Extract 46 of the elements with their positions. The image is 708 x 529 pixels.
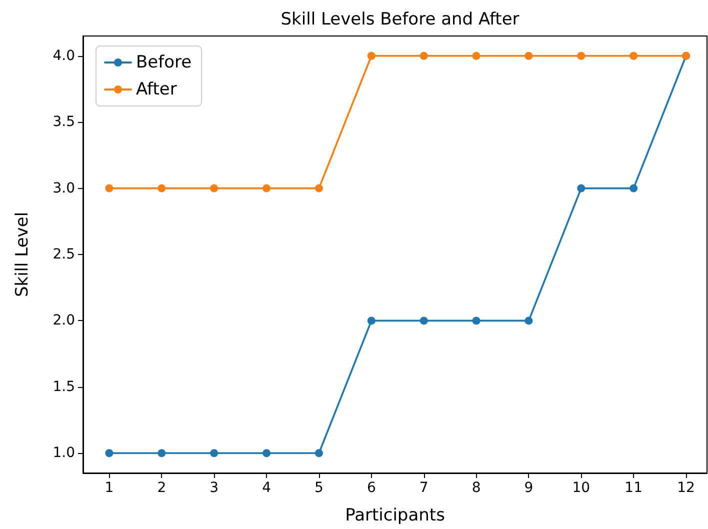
point (524, 316, 533, 325)
legend-label: After (136, 80, 177, 100)
point (105, 184, 114, 192)
y-tick-label: 3.0 (52, 180, 75, 196)
x-tick-label: 5 (314, 480, 324, 496)
x-tick-label: 2 (157, 480, 166, 496)
point (577, 184, 586, 192)
point (210, 449, 218, 458)
x-tick-label: 11 (624, 480, 642, 496)
point (262, 184, 271, 192)
point (210, 184, 218, 192)
y-tick-label: 3.5 (52, 114, 75, 130)
point (524, 52, 533, 60)
y-axis-title: Skill Level (12, 212, 32, 298)
point (472, 52, 480, 60)
point (420, 52, 428, 60)
point (105, 449, 114, 458)
x-tick-label: 8 (472, 480, 481, 496)
point (367, 316, 376, 325)
x-tick-label: 12 (677, 480, 695, 496)
x-tick-label: 9 (524, 480, 534, 496)
chart-title: Skill Levels Before and After (280, 10, 520, 30)
y-tick-label: 1.0 (52, 445, 75, 462)
point (158, 449, 166, 458)
x-tick-label: 7 (419, 480, 428, 496)
point (367, 52, 376, 60)
y-tick-label: 2.5 (52, 246, 75, 262)
x-axis-title: Participants (345, 506, 446, 526)
point (158, 184, 166, 192)
point (577, 52, 586, 60)
point (420, 316, 428, 325)
legend-label: Before (136, 52, 192, 72)
point (262, 449, 271, 458)
y-tick-label: 1.5 (52, 378, 75, 395)
point (314, 184, 323, 192)
point (314, 449, 323, 458)
x-tick-label: 1 (104, 480, 114, 496)
x-tick-label: 10 (572, 480, 590, 496)
point (630, 52, 638, 60)
x-tick-label: 6 (366, 480, 376, 496)
x-tick-label: 4 (262, 480, 272, 496)
point (630, 184, 638, 192)
x-tick-label: 3 (210, 480, 219, 496)
point (472, 316, 480, 325)
y-tick-label: 2.0 (52, 312, 75, 329)
y-tick-label: 4.0 (52, 48, 75, 64)
